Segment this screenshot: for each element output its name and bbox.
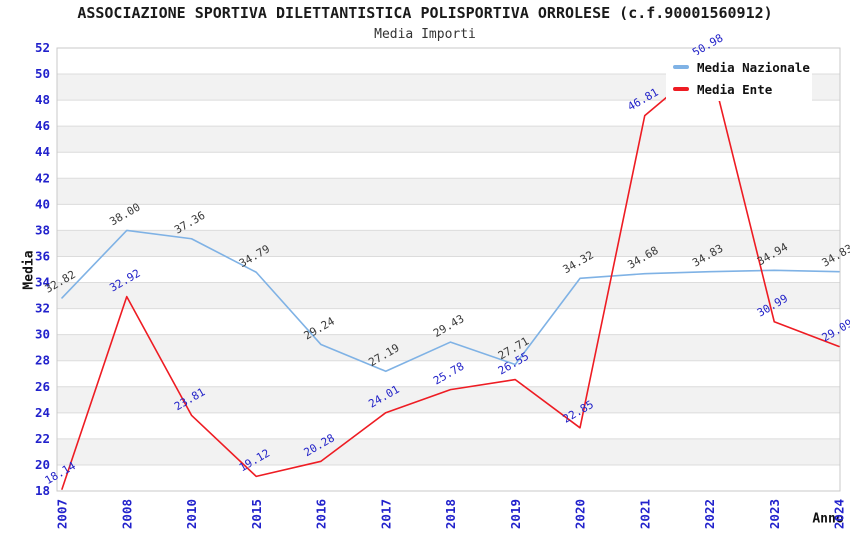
plot-band: [57, 412, 840, 439]
y-tick-label: 26: [35, 379, 50, 394]
x-tick-label: 2021: [637, 499, 652, 529]
y-tick-label: 28: [35, 353, 50, 368]
line-swatch-icon: [673, 87, 689, 91]
plot-band: [57, 178, 840, 205]
y-tick-label: 40: [35, 196, 50, 211]
plot-band: [57, 438, 840, 465]
plot-band: [57, 256, 840, 283]
x-tick-label: 2017: [378, 499, 393, 529]
x-tick-label: 2019: [508, 499, 523, 529]
plot-band: [57, 282, 840, 309]
plot-border: [56, 47, 841, 492]
y-tick-label: 36: [35, 248, 50, 263]
legend-label: Media Nazionale: [697, 59, 810, 75]
y-tick-label: 50: [35, 66, 50, 81]
y-tick-label: 20: [35, 457, 50, 472]
legend-label: Media Ente: [697, 81, 773, 97]
x-tick-label: 2023: [767, 499, 782, 529]
plot-band: [57, 126, 840, 153]
chart-subtitle: Media Importi: [374, 27, 476, 42]
series-line-0: [61, 229, 840, 373]
line-swatch-icon: [673, 65, 689, 69]
x-tick-label: 2018: [443, 499, 458, 529]
x-tick-label: 2022: [702, 499, 717, 529]
y-tick-label: 42: [35, 170, 50, 185]
plot-band: [57, 334, 840, 361]
x-axis-title: Anno: [812, 511, 844, 527]
y-tick-label: 18: [35, 483, 50, 498]
y-tick-label: 22: [35, 431, 50, 446]
x-tick-label: 2010: [184, 499, 199, 529]
y-tick-label: 32: [35, 301, 50, 316]
chart-title: ASSOCIAZIONE SPORTIVA DILETTANTISTICA PO…: [77, 4, 773, 22]
y-tick-label: 34: [35, 275, 50, 290]
legend: Media Nazionale Media Ente: [666, 55, 812, 101]
y-tick-label: 46: [35, 118, 50, 133]
x-tick-label: 2016: [314, 499, 329, 529]
x-tick-label: 2024: [832, 499, 847, 529]
plot-band: [57, 204, 840, 231]
y-tick-label: 24: [35, 405, 50, 420]
y-tick-label: 30: [35, 327, 50, 342]
x-tick-label: 2007: [55, 499, 70, 529]
y-tick-label: 52: [35, 40, 50, 55]
plot-band: [57, 230, 840, 257]
plot-band: [57, 308, 840, 335]
y-tick-label: 38: [35, 222, 50, 237]
x-tick-label: 2008: [119, 499, 134, 529]
plot-band: [57, 464, 840, 491]
plot-band: [57, 360, 840, 387]
plot-band: [57, 152, 840, 179]
plot-band: [57, 100, 840, 127]
x-tick-label: 2020: [573, 499, 588, 529]
y-tick-label: 44: [35, 144, 50, 159]
legend-item-media-ente[interactable]: Media Ente: [673, 82, 812, 97]
legend-item-media-nazionale[interactable]: Media Nazionale: [673, 60, 812, 75]
x-tick-label: 2015: [249, 499, 264, 529]
y-tick-label: 48: [35, 92, 50, 107]
